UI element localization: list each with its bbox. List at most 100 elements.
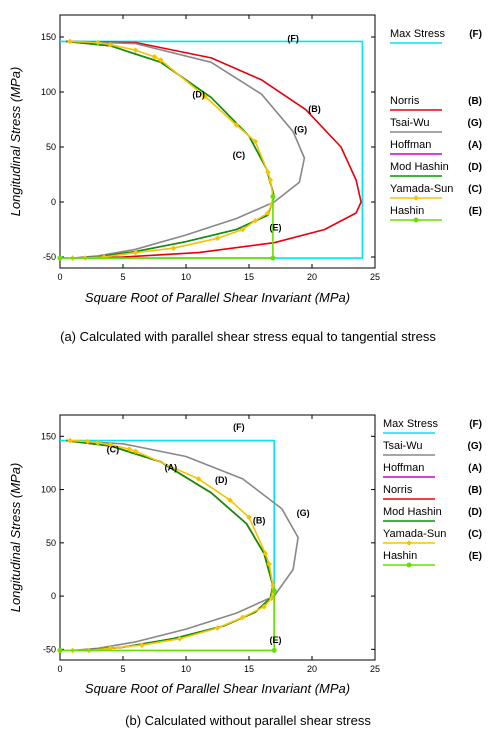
x-tick-label: 15 <box>244 272 254 282</box>
legend-swatch-marker <box>413 217 419 223</box>
series-marker-diamond <box>132 448 139 455</box>
legend-entry-code: (F) <box>469 419 482 430</box>
series-marker-diamond <box>158 57 164 63</box>
curve-label: (F) <box>233 422 245 432</box>
legend: Max Stress (F) Tsai-Wu (G) Hoffman (A) Norris (… <box>383 418 482 568</box>
y-tick-label: 0 <box>51 197 56 207</box>
y-tick-label: -50 <box>43 644 56 654</box>
series-marker-diamond <box>261 603 267 610</box>
y-tick-label: 100 <box>41 87 56 97</box>
series-marker-diamond <box>151 54 158 60</box>
y-tick-label: 0 <box>51 591 56 601</box>
y-axis-label: Longitudinal Stress (MPa) <box>8 463 23 613</box>
series-line-max-stress <box>60 40 364 259</box>
legend-swatch-marker <box>406 540 412 546</box>
series-marker-diamond <box>126 446 133 452</box>
legend-entry-name: Max Stress <box>383 418 439 430</box>
legend-entry-code: (B) <box>468 96 482 107</box>
y-tick-label: -50 <box>43 252 56 262</box>
legend-entry-name: Hoffman <box>383 462 424 474</box>
curve-label: (A) <box>165 462 178 472</box>
legend-entry-name: Mod Hashin <box>383 506 442 518</box>
legend-entry-name: Tsai-Wu <box>383 440 423 452</box>
legend-entry-name: Yamada-Sun <box>390 183 453 195</box>
legend-entry-name: Norris <box>390 95 420 107</box>
legend-entry-code: (A) <box>468 140 482 151</box>
x-tick-label: 20 <box>307 664 317 674</box>
series-marker-diamond <box>95 39 101 46</box>
series-marker-diamond <box>270 582 276 589</box>
legend-entry-code: (E) <box>469 206 482 217</box>
plot-frame <box>59 414 376 661</box>
series-marker-diamond <box>239 226 246 233</box>
series-marker-circle <box>57 647 63 653</box>
series-marker-diamond <box>246 514 252 521</box>
curve-label: (B) <box>308 104 321 114</box>
curve-label: (F) <box>287 33 299 43</box>
legend-entry-code: (G) <box>468 441 482 452</box>
legend-entry-name: Hashin <box>390 205 424 217</box>
x-tick-label: 0 <box>57 272 62 282</box>
series-marker-diamond <box>252 217 259 224</box>
y-tick-label: 100 <box>41 485 56 495</box>
y-tick-label: 50 <box>46 538 56 548</box>
curve-label: (D) <box>215 475 228 485</box>
series-marker-diamond <box>266 561 272 567</box>
legend-entry-name: Yamada-Sun <box>383 528 446 540</box>
curve-label: (C) <box>107 444 120 454</box>
series-marker-diamond <box>202 93 208 100</box>
series-line-tsai-wu <box>66 40 306 259</box>
series-line-tsai-wu <box>66 439 299 652</box>
legend-entry-code: (G) <box>468 118 482 129</box>
series-line-max-stress <box>60 439 276 651</box>
legend-entry-name: Tsai-Wu <box>390 117 430 129</box>
legend-swatch-marker <box>413 195 419 201</box>
y-tick-label: 150 <box>41 32 56 42</box>
curve-label: (C) <box>233 150 246 160</box>
legend-entry-code: (C) <box>468 184 482 195</box>
legend: Max Stress (F) Norris (B) Tsai-Wu (G) Hoffman (… <box>390 28 482 223</box>
series-marker-diamond <box>265 169 271 176</box>
figure-caption: (a) Calculated with parallel shear stres… <box>60 329 436 344</box>
legend-entry-code: (F) <box>469 29 482 40</box>
series-line-norris <box>66 40 362 259</box>
series-marker-diamond <box>239 614 246 621</box>
legend-entry-code: (D) <box>468 162 482 173</box>
legend-entry-code: (D) <box>468 507 482 518</box>
series-marker-diamond <box>233 122 240 128</box>
x-tick-label: 10 <box>181 664 191 674</box>
series-marker-diamond <box>67 38 73 45</box>
legend-entry-code: (B) <box>468 485 482 496</box>
legend-entry-name: Max Stress <box>390 28 446 40</box>
series-marker-diamond <box>268 201 275 207</box>
x-tick-label: 15 <box>244 664 254 674</box>
legend-entry-code: (E) <box>469 551 482 562</box>
series-marker-diamond <box>170 245 177 251</box>
series-marker-diamond <box>262 550 269 557</box>
series-marker-diamond <box>107 645 114 652</box>
y-tick-label: 150 <box>41 431 56 441</box>
x-tick-label: 0 <box>57 664 62 674</box>
curve-label: (E) <box>269 223 281 233</box>
y-axis-label: Longitudinal Stress (MPa) <box>8 67 23 217</box>
series-marker-diamond <box>252 138 259 145</box>
legend-entry-code: (C) <box>468 529 482 540</box>
legend-entry-name: Hoffman <box>390 139 431 151</box>
series-marker-circle <box>271 588 277 594</box>
series-marker-diamond <box>214 625 221 631</box>
curve-label: (E) <box>269 635 281 645</box>
y-tick-label: 50 <box>46 142 56 152</box>
series-marker-diamond <box>268 595 275 602</box>
x-tick-label: 25 <box>370 272 380 282</box>
legend-swatch-marker <box>406 562 412 568</box>
series-marker-diamond <box>214 235 221 242</box>
series-marker-circle <box>270 255 276 261</box>
legend-entry-code: (A) <box>468 463 482 474</box>
x-axis-label: Square Root of Parallel Shear Invariant … <box>85 290 350 305</box>
series-marker-diamond <box>107 41 114 48</box>
x-axis-label: Square Root of Parallel Shear Invariant … <box>85 681 350 696</box>
series-marker-diamond <box>195 476 202 482</box>
x-tick-label: 25 <box>370 664 380 674</box>
x-tick-label: 5 <box>120 272 125 282</box>
